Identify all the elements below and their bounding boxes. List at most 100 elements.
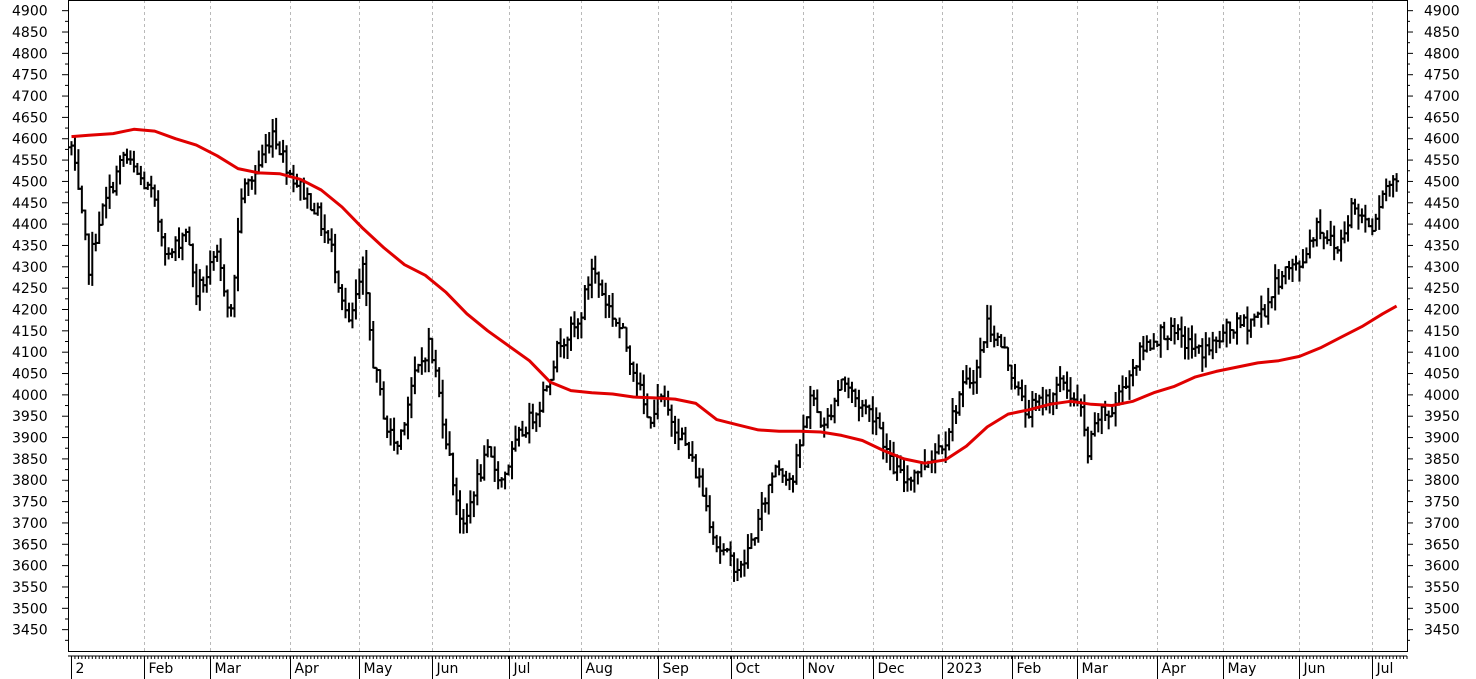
price-bar (1019, 379, 1025, 402)
price-bar (100, 203, 106, 226)
price-bar (1303, 247, 1309, 264)
price-bar (759, 491, 765, 531)
price-bar (998, 334, 1004, 349)
y-tick-label-right: 3500 (1424, 601, 1460, 617)
price-bar (1158, 324, 1164, 358)
price-bar (127, 150, 133, 165)
price-bar (1231, 329, 1237, 339)
y-tick-label-right: 3800 (1424, 473, 1460, 489)
price-bar (592, 255, 598, 284)
y-tick-label-right: 4300 (1424, 260, 1460, 276)
price-bar (700, 468, 706, 497)
price-bar (776, 460, 782, 476)
y-tick-label-left: 3900 (12, 431, 48, 447)
price-bar (686, 441, 692, 459)
price-bar (1192, 333, 1198, 357)
price-bar (474, 459, 480, 506)
y-axis-right: 3450 3500 3550 3600 3650 3700 3750 3800 3850 3900… (1407, 4, 1460, 641)
price-bar (509, 441, 515, 480)
price-bar (856, 389, 862, 422)
price-bar (249, 176, 255, 190)
y-tick-label-left: 4350 (12, 238, 48, 254)
price-bar (738, 560, 744, 578)
price-bar (370, 320, 376, 369)
y-tick-label-left: 4700 (12, 89, 48, 105)
price-bar (68, 141, 74, 156)
y-tick-label-right: 4400 (1424, 217, 1460, 233)
price-bar (277, 141, 283, 156)
price-bar (1203, 332, 1209, 368)
price-bar (408, 377, 414, 419)
price-bar (315, 202, 321, 216)
price-bar (1321, 231, 1327, 250)
price-bar (360, 256, 366, 295)
price-bar (655, 384, 661, 420)
price-bar (731, 552, 737, 582)
price-bar (447, 431, 453, 456)
price-bar (304, 187, 310, 209)
price-bar (325, 230, 331, 244)
price-bar (1317, 209, 1323, 240)
price-bar (1106, 410, 1112, 430)
price-bar (1376, 195, 1382, 230)
y-tick-label-right: 4850 (1424, 25, 1460, 41)
price-bar (1262, 304, 1268, 318)
price-bar (630, 361, 636, 382)
price-bar (1113, 392, 1119, 427)
y-tick-label-left: 3850 (12, 452, 48, 468)
price-bar (551, 360, 557, 381)
price-bar (603, 282, 609, 319)
price-bar (1210, 331, 1216, 360)
price-bar (183, 228, 189, 243)
price-bar (346, 302, 352, 323)
price-bar (1328, 220, 1334, 247)
y-tick-label-right: 4450 (1424, 196, 1460, 212)
price-bar (478, 464, 484, 482)
price-bar (748, 533, 754, 550)
price-bar (540, 381, 546, 413)
price-bar (585, 276, 591, 300)
price-bar (152, 184, 158, 207)
moving-average-line (71, 127, 1398, 465)
price-bar (284, 145, 290, 185)
price-bar (641, 374, 647, 415)
y-tick-label-left: 4450 (12, 196, 48, 212)
price-bar (561, 338, 567, 359)
price-bar (1012, 363, 1018, 390)
price-bar (1324, 230, 1330, 245)
y-tick-label-left: 4600 (12, 132, 48, 148)
price-bar (179, 232, 185, 261)
price-bar (558, 328, 564, 358)
price-bar (114, 165, 120, 196)
y-tick-label-right: 4100 (1424, 345, 1460, 361)
price-bar (762, 497, 768, 513)
price-bar (218, 238, 224, 282)
price-bar (783, 470, 789, 486)
price-bar (343, 287, 349, 319)
y-tick-label-right: 4350 (1424, 238, 1460, 254)
price-bar (332, 233, 338, 284)
price-bar (176, 227, 182, 259)
price-bar (953, 405, 959, 424)
price-bar (995, 332, 1001, 347)
price-bar (1345, 215, 1351, 242)
price-bar (676, 418, 682, 451)
price-bar (693, 454, 699, 479)
price-bar (1168, 317, 1174, 342)
price-bar (1276, 269, 1282, 295)
price-bar (1179, 316, 1185, 348)
price-bars (68, 117, 1400, 582)
price-bar (1172, 318, 1178, 345)
y-tick-label-left: 4500 (12, 174, 48, 190)
y-tick-label-right: 4150 (1424, 324, 1460, 340)
x-tick-label: Aug (586, 661, 613, 677)
price-bar (1272, 264, 1278, 311)
price-bar (589, 258, 595, 299)
price-bar (1279, 270, 1285, 290)
price-bar (148, 175, 154, 198)
x-tick-label: Sep (663, 661, 690, 677)
price-bar (662, 385, 668, 407)
x-axis: 2 Feb Mar Apr May Jun Jul Aug Sep Oct Nov Dec 2023 Fe… (68, 655, 1408, 679)
price-bar (488, 445, 494, 458)
x-tick-label: Jul (1376, 661, 1394, 677)
